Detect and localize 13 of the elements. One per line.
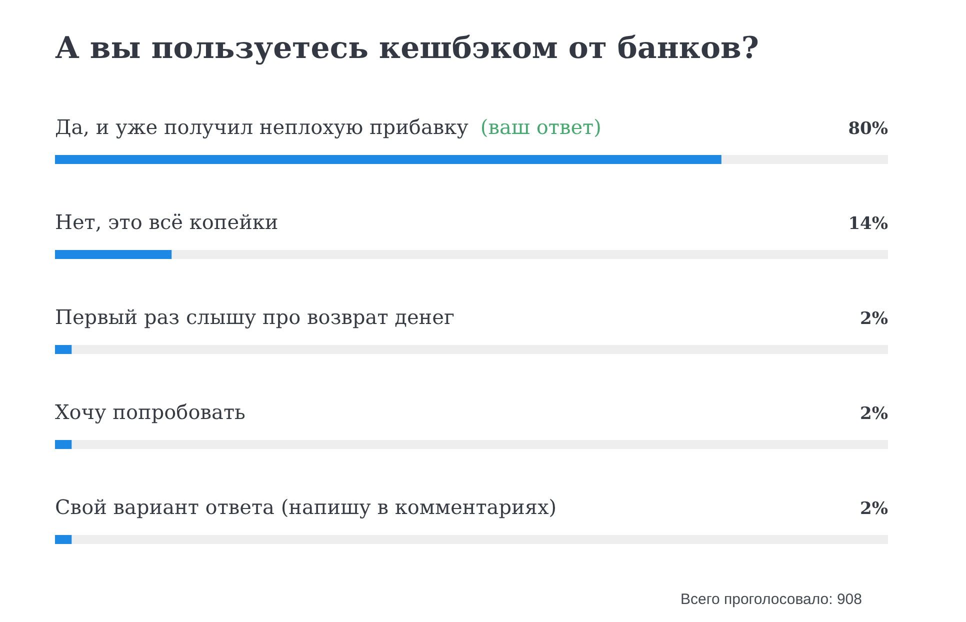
y-tick-label: Нет, это всё копейки	[55, 210, 278, 234]
y-tick-label: Первый раз слышу про возврат денег	[55, 305, 454, 329]
data-label: 14%	[848, 214, 888, 234]
data-label: 2%	[860, 309, 888, 329]
data-label: 80%	[848, 119, 888, 139]
annotation: Всего проголосовало: 908	[680, 591, 862, 608]
chart-title: А вы пользуетесь кешбэком от банков?	[55, 31, 759, 66]
data-label: 2%	[860, 499, 888, 519]
y-tick-label: Да, и уже получил неплохую прибавку	[55, 115, 469, 139]
annotation: (ваш ответ)	[480, 115, 602, 139]
y-tick-label: Хочу попробовать	[55, 400, 246, 424]
data-label: 2%	[860, 404, 888, 424]
y-tick-label: Свой вариант ответа (напишу в комментариях)	[55, 495, 557, 519]
